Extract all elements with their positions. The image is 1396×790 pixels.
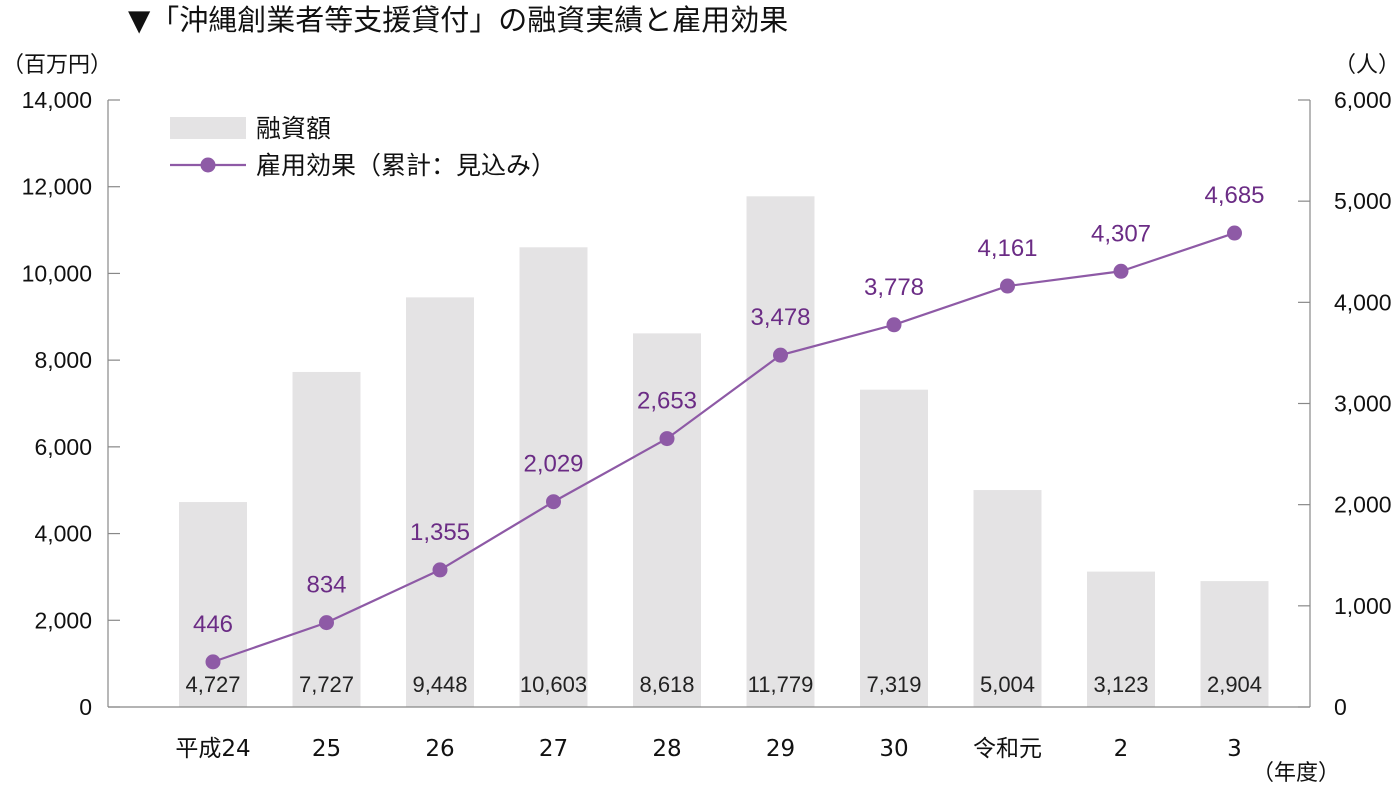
line-point-4 [659,431,675,447]
left-tick-label-4: 8,000 [34,347,92,373]
left-tick-label-6: 12,000 [22,174,92,200]
point-value-label-3: 2,029 [523,451,583,478]
right-tick-label-0: 0 [1334,694,1347,720]
point-value-label-9: 4,685 [1204,182,1264,209]
left-tick-label-5: 10,000 [22,260,92,286]
left-tick-label-2: 4,000 [34,521,92,547]
point-value-label-7: 4,161 [977,235,1037,262]
right-tick-label-5: 5,000 [1334,188,1392,214]
bar-0 [179,502,247,707]
line-point-8 [1113,263,1129,279]
line-point-3 [546,494,561,510]
bar-value-label-7: 5,004 [980,672,1035,697]
category-label-6: 30 [879,736,908,762]
point-value-label-2: 1,355 [410,519,470,546]
bar-9 [1200,581,1269,707]
category-label-1: 25 [312,736,341,762]
point-value-label-6: 3,778 [864,274,924,301]
point-value-label-8: 4,307 [1091,220,1151,247]
bar-value-label-8: 3,123 [1093,672,1148,697]
right-axis-unit: （人） [1334,53,1396,78]
x-axis-unit: （年度） [1252,761,1340,786]
category-label-9: 3 [1227,736,1242,762]
bar-7 [973,490,1042,707]
point-value-label-1: 834 [306,572,346,599]
point-value-label-5: 3,478 [750,304,810,331]
left-tick-label-0: 0 [79,694,92,720]
left-tick-label-3: 6,000 [34,434,92,460]
line-point-6 [886,317,902,333]
bar-value-label-6: 7,319 [866,672,921,697]
line-point-9 [1227,225,1242,241]
legend-line-label: 雇用効果（累計：見込み） [256,151,556,180]
category-label-7: 令和元 [973,736,1042,762]
category-label-0: 平成24 [175,736,250,762]
line-point-5 [773,347,788,363]
category-label-2: 26 [425,736,454,762]
right-tick-label-6: 6,000 [1334,87,1392,113]
bar-8 [1087,571,1155,707]
bar-1 [292,371,361,707]
left-axis-unit: （百万円） [2,53,112,78]
legend-bar-label: 融資額 [256,114,331,143]
category-label-8: 2 [1114,736,1129,762]
line-point-2 [432,562,448,578]
category-label-5: 29 [766,736,795,762]
right-tick-label-4: 4,000 [1334,289,1392,315]
right-tick-label-3: 3,000 [1334,391,1392,417]
line-point-7 [1000,278,1015,294]
bar-2 [406,297,474,707]
legend-line-marker [200,157,216,173]
right-tick-label-1: 1,000 [1334,593,1392,619]
bar-6 [860,389,928,707]
line-point-1 [319,615,334,631]
employment-line [212,231,1235,663]
category-label-3: 27 [539,736,568,762]
bar-value-label-4: 8,618 [639,672,694,697]
bar-value-label-5: 11,779 [748,672,814,697]
bar-4 [633,333,701,707]
right-tick-label-2: 2,000 [1334,492,1392,518]
line-point-0 [205,654,221,670]
bar-value-label-3: 10,603 [520,672,587,697]
bar-value-label-1: 7,727 [299,672,354,697]
chart-title: ▼「沖縄創業者等支援貸付」の融資実績と雇用効果 [128,3,788,37]
bar-value-label-2: 9,448 [412,672,467,697]
bar-value-label-0: 4,727 [185,672,240,697]
legend-bar-swatch [170,117,246,139]
bar-value-label-9: 2,904 [1207,672,1262,697]
point-value-label-4: 2,653 [637,388,697,415]
left-tick-label-1: 2,000 [34,607,92,633]
bar-3 [519,247,588,707]
bar-5 [746,196,815,708]
point-value-label-0: 446 [193,611,233,638]
left-tick-label-7: 14,000 [22,87,92,113]
category-label-4: 28 [652,736,681,762]
